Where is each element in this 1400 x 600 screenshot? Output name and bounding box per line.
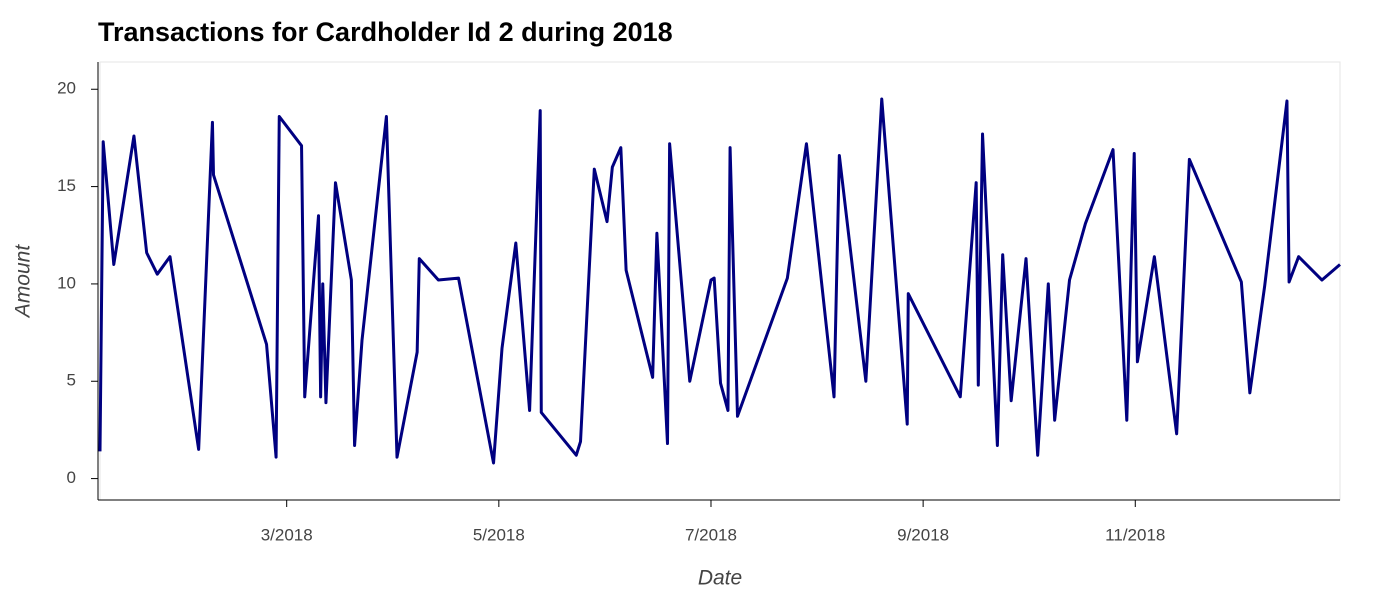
y-tick-label: 0 (67, 468, 76, 487)
y-axis-label: Amount (12, 244, 35, 320)
y-tick-label: 5 (67, 371, 76, 390)
y-tick-label: 10 (57, 273, 76, 292)
x-tick-label: 7/2018 (685, 525, 737, 544)
y-tick-label: 15 (57, 176, 76, 195)
x-tick-label: 3/2018 (261, 525, 313, 544)
x-tick-label: 5/2018 (473, 525, 525, 544)
x-axis-label: Date (698, 567, 742, 590)
x-tick-label: 9/2018 (897, 525, 949, 544)
data-line (98, 97, 1341, 465)
x-tick-label: 11/2018 (1105, 525, 1165, 544)
y-tick-label: 20 (57, 79, 76, 98)
chart-title: Transactions for Cardholder Id 2 during … (98, 17, 673, 47)
